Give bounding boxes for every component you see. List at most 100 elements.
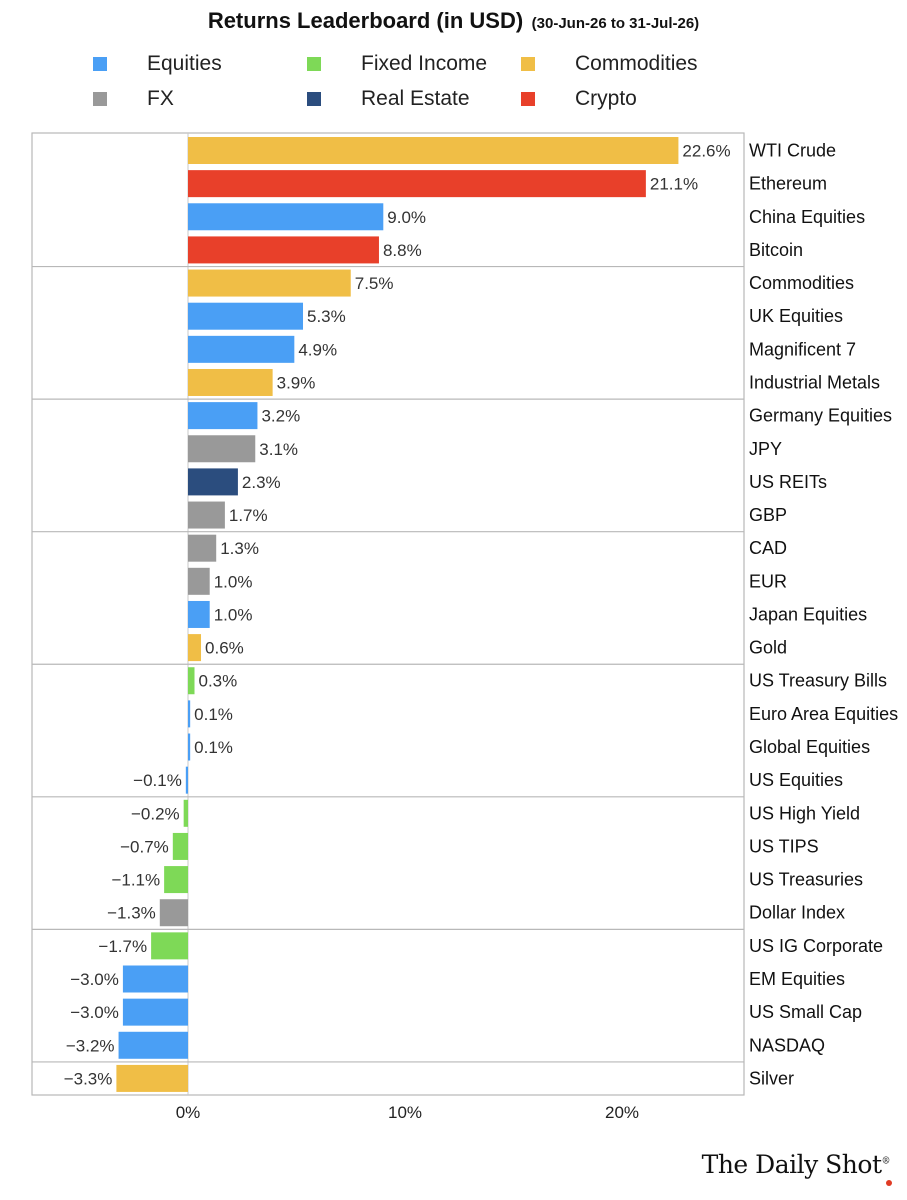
bar <box>188 468 238 496</box>
legend-item-equities: Equities <box>93 51 222 77</box>
bar <box>188 335 295 363</box>
category-label: EUR <box>749 571 787 591</box>
legend-label: Crypto <box>575 87 637 110</box>
category-label: Global Equities <box>749 737 870 757</box>
category-label: UK Equities <box>749 306 843 326</box>
bar <box>188 435 256 463</box>
chart-subtitle: (30-Jun-26 to 31-Jul-26) <box>531 15 700 32</box>
bar <box>188 203 384 231</box>
bar <box>188 170 646 198</box>
bar <box>185 766 188 794</box>
legend-swatch-fx <box>93 92 107 106</box>
category-label: JPY <box>749 439 782 459</box>
bar <box>188 302 304 330</box>
value-label: −0.1% <box>133 771 182 790</box>
legend-item-fixed-income: Fixed Income <box>307 51 487 77</box>
value-label: −1.1% <box>111 871 160 890</box>
value-label: 4.9% <box>298 340 337 359</box>
value-label: 0.1% <box>194 738 233 757</box>
bar <box>188 402 258 430</box>
value-label: 3.2% <box>261 407 300 426</box>
value-label: −3.3% <box>64 1069 113 1088</box>
value-label: 1.0% <box>214 605 253 624</box>
bar <box>188 667 195 695</box>
value-label: −0.2% <box>131 804 180 823</box>
logo-dot-icon <box>886 1180 892 1186</box>
legend-item-real-estate: Real Estate <box>307 86 470 112</box>
category-label: EM Equities <box>749 969 845 989</box>
category-label: US Treasuries <box>749 870 863 890</box>
x-tick-label: 10% <box>388 1103 422 1122</box>
bar <box>188 567 210 595</box>
logo-text: The Daily Shot <box>701 1150 882 1179</box>
x-tick-label: 0% <box>176 1103 201 1122</box>
value-label: 0.6% <box>205 639 244 658</box>
bar <box>183 799 188 827</box>
category-label: US Small Cap <box>749 1002 862 1022</box>
legend-label: Real Estate <box>361 87 470 110</box>
value-label: 0.3% <box>199 672 238 691</box>
bar <box>188 501 225 529</box>
legend-label: FX <box>147 87 174 110</box>
chart-title-row: Returns Leaderboard (in USD) (30-Jun-26 … <box>0 8 907 34</box>
value-label: −3.0% <box>70 970 119 989</box>
bar <box>151 932 188 960</box>
category-label: GBP <box>749 505 787 525</box>
category-label: US TIPS <box>749 836 819 856</box>
category-label: Commodities <box>749 273 854 293</box>
category-label: NASDAQ <box>749 1035 825 1055</box>
bar <box>116 1064 188 1092</box>
legend-swatch-equities <box>93 57 107 71</box>
bar <box>188 368 273 396</box>
category-label: Magnificent 7 <box>749 339 856 359</box>
category-label: Ethereum <box>749 174 827 194</box>
category-label: Bitcoin <box>749 240 803 260</box>
category-label: Euro Area Equities <box>749 704 898 724</box>
value-label: 5.3% <box>307 307 346 326</box>
value-label: 7.5% <box>355 274 394 293</box>
value-label: −3.2% <box>66 1036 115 1055</box>
legend-item-commodities: Commodities <box>521 51 698 77</box>
legend-swatch-real-estate <box>307 92 321 106</box>
value-label: −0.7% <box>120 837 169 856</box>
bar <box>188 269 351 297</box>
bar <box>118 1031 188 1059</box>
category-label: Germany Equities <box>749 406 892 426</box>
category-label: Japan Equities <box>749 604 867 624</box>
category-label: Silver <box>749 1068 794 1088</box>
legend-swatch-crypto <box>521 92 535 106</box>
logo-registered-mark: ® <box>881 1156 891 1167</box>
plot-frame <box>31 132 745 1096</box>
value-label: 3.1% <box>259 440 298 459</box>
bar <box>188 600 210 628</box>
value-label: 1.3% <box>220 539 259 558</box>
category-label: US REITs <box>749 472 827 492</box>
category-label: US Treasury Bills <box>749 671 887 691</box>
value-label: 8.8% <box>383 241 422 260</box>
legend-label: Fixed Income <box>361 52 488 75</box>
value-label: −1.7% <box>98 937 147 956</box>
category-label: WTI Crude <box>749 141 836 161</box>
bar <box>188 534 217 562</box>
bar <box>188 634 202 662</box>
value-label: 21.1% <box>650 175 698 194</box>
value-label: −3.0% <box>70 1003 119 1022</box>
bar <box>122 998 188 1026</box>
bar <box>188 236 379 264</box>
bar <box>188 700 191 728</box>
category-label: China Equities <box>749 207 865 227</box>
legend-item-crypto: Crypto <box>521 86 637 112</box>
category-label: US Equities <box>749 770 843 790</box>
category-label: Gold <box>749 638 787 658</box>
bar <box>188 137 679 164</box>
category-label: US IG Corporate <box>749 936 883 956</box>
chart-title: Returns Leaderboard (in USD) <box>207 8 524 33</box>
value-label: 0.1% <box>194 705 233 724</box>
category-label: CAD <box>749 538 787 558</box>
bar <box>188 733 191 761</box>
daily-shot-logo: The Daily Shot® <box>701 1150 892 1186</box>
value-label: 22.6% <box>682 142 730 161</box>
legend-item-fx: FX <box>93 86 174 112</box>
legend-swatch-commodities <box>521 57 535 71</box>
